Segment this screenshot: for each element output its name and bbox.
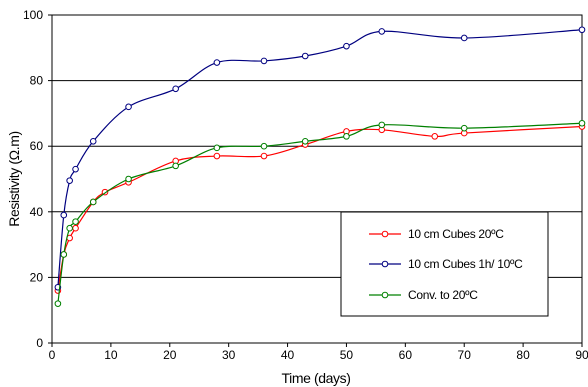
y-tick-label: 40 [30, 205, 44, 219]
data-point [89, 137, 97, 145]
data-point [213, 144, 221, 152]
data-point [213, 152, 221, 160]
y-tick-label: 0 [36, 336, 43, 350]
axis-ticks: 0 20 40 60 80 100 0 10 20 30 40 50 60 70 80 90 [23, 8, 588, 362]
y-tick-label: 80 [30, 74, 44, 88]
data-point [460, 124, 468, 132]
data-point [54, 300, 62, 307]
data-point [431, 133, 439, 140]
data-point [72, 218, 79, 225]
series-line [57, 125, 583, 291]
legend-item: 10 cm Cubes 20ºC [369, 227, 505, 241]
x-tick-label: 50 [340, 348, 354, 362]
x-tick-label: 20 [163, 348, 177, 362]
y-tick-label: 20 [30, 270, 44, 284]
data-point [125, 175, 132, 183]
data-point [89, 198, 97, 206]
data-point [343, 133, 350, 140]
data-point [125, 103, 132, 111]
y-tick-label: 100 [23, 8, 43, 22]
data-point [66, 224, 73, 232]
x-tick-label: 80 [516, 348, 530, 362]
data-point [72, 224, 79, 232]
data-point [172, 85, 179, 93]
series-2 [54, 26, 586, 291]
data-point [60, 211, 68, 219]
legend-item: Conv. to 20ºC [369, 288, 479, 302]
data-point [260, 57, 268, 65]
x-tick-label: 90 [575, 348, 588, 362]
legend-swatch-marker [381, 230, 389, 238]
x-tick-label: 70 [458, 348, 472, 362]
data-point [578, 26, 586, 34]
data-point [301, 52, 309, 60]
legend-label: 10 cm Cubes 20ºC [408, 227, 504, 241]
x-tick-label: 30 [222, 348, 236, 362]
legend: 10 cm Cubes 20ºC 10 cm Cubes 1h/ 10ºC Conv… [340, 211, 549, 317]
data-point [60, 251, 68, 258]
legend-label: Conv. to 20ºC [408, 288, 478, 302]
data-point [66, 177, 73, 184]
data-point [213, 59, 221, 66]
x-tick-label: 10 [104, 348, 118, 362]
x-tick-label: 40 [281, 348, 295, 362]
plot-area [51, 14, 583, 344]
data-point [460, 34, 468, 42]
data-point [378, 28, 386, 35]
data-point [343, 42, 350, 50]
data-point [578, 119, 586, 127]
data-point [260, 152, 268, 160]
legend-swatch-marker [381, 260, 389, 268]
x-tick-label: 60 [399, 348, 413, 362]
series-3 [54, 119, 586, 307]
data-point [172, 162, 179, 170]
x-tick-label: 0 [49, 348, 56, 362]
legend-item: 10 cm Cubes 1h/ 10ºC [369, 257, 523, 271]
data-point [260, 142, 268, 150]
data-point [72, 165, 79, 173]
legend-swatch-marker [381, 291, 389, 299]
data-point [301, 137, 309, 145]
series-group [54, 26, 586, 307]
y-tick-label: 60 [30, 139, 44, 153]
y-axis-label: Resistivity (Ω.m) [6, 131, 22, 226]
legend-label: 10 cm Cubes 1h/ 10ºC [408, 257, 523, 271]
x-axis-label: Time (days) [282, 370, 351, 386]
data-point [378, 121, 386, 129]
